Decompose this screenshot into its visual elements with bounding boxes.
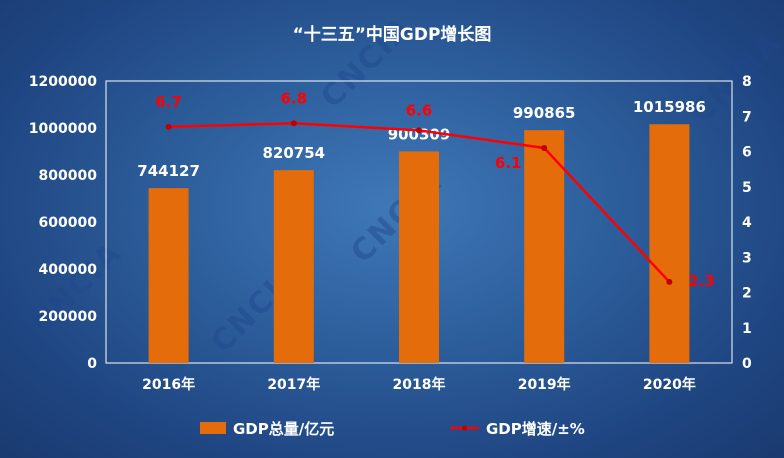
bar [649, 124, 690, 363]
y-right-tick-label: 3 [742, 250, 752, 266]
legend-label-bar: GDP总量/亿元 [233, 420, 334, 438]
y-right-tick-label: 1 [742, 321, 752, 337]
y-left-tick-label: 1000000 [29, 121, 97, 137]
y-left-tick-label: 400000 [39, 262, 98, 278]
legend-swatch-bar [200, 422, 226, 434]
line-data-label: 6.1 [495, 154, 522, 172]
bar-data-label: 1015986 [633, 98, 706, 116]
x-tick-label: 2018年 [393, 376, 446, 393]
line-data-label: 6.6 [406, 101, 433, 119]
bar [399, 151, 439, 363]
legend-label-line: GDP增速/±% [486, 420, 585, 438]
line-point [165, 123, 172, 130]
x-tick-label: 2017年 [267, 376, 320, 393]
line-data-label: 2.3 [688, 272, 715, 290]
y-right-tick-label: 2 [742, 286, 752, 302]
y-right-tick-label: 7 [742, 109, 752, 125]
y-right-tick-label: 8 [742, 74, 752, 90]
line-point [666, 278, 673, 285]
chart-title: “十三五”中国GDP增长图 [293, 24, 492, 45]
bar-data-label: 820754 [262, 144, 325, 162]
y-left-tick-label: 800000 [39, 168, 98, 184]
legend-marker [462, 425, 467, 431]
bar-data-label: 990865 [513, 104, 576, 122]
bar [273, 170, 314, 363]
bar-data-label: 744127 [137, 162, 200, 180]
bar [524, 130, 565, 363]
line-point [541, 144, 548, 151]
y-right-tick-label: 5 [742, 180, 752, 196]
y-right-tick-label: 0 [742, 356, 752, 372]
line-point [290, 120, 297, 127]
y-left-tick-label: 200000 [39, 309, 98, 325]
legend: GDP总量/亿元 GDP增速/±% [200, 420, 585, 438]
x-tick-label: 2016年 [142, 376, 195, 393]
y-left-tick-label: 600000 [39, 215, 98, 231]
y-left-tick-label: 1200000 [29, 74, 97, 90]
line-data-label: 6.7 [155, 93, 182, 111]
x-tick-label: 2020年 [643, 376, 696, 393]
line-point [416, 127, 422, 134]
bar [148, 188, 189, 363]
y-right-tick-label: 4 [742, 215, 752, 231]
y-left-tick-label: 0 [87, 356, 97, 372]
line-data-label: 6.8 [281, 89, 308, 107]
x-tick-label: 2019年 [518, 376, 571, 393]
y-right-tick-label: 6 [742, 145, 752, 161]
